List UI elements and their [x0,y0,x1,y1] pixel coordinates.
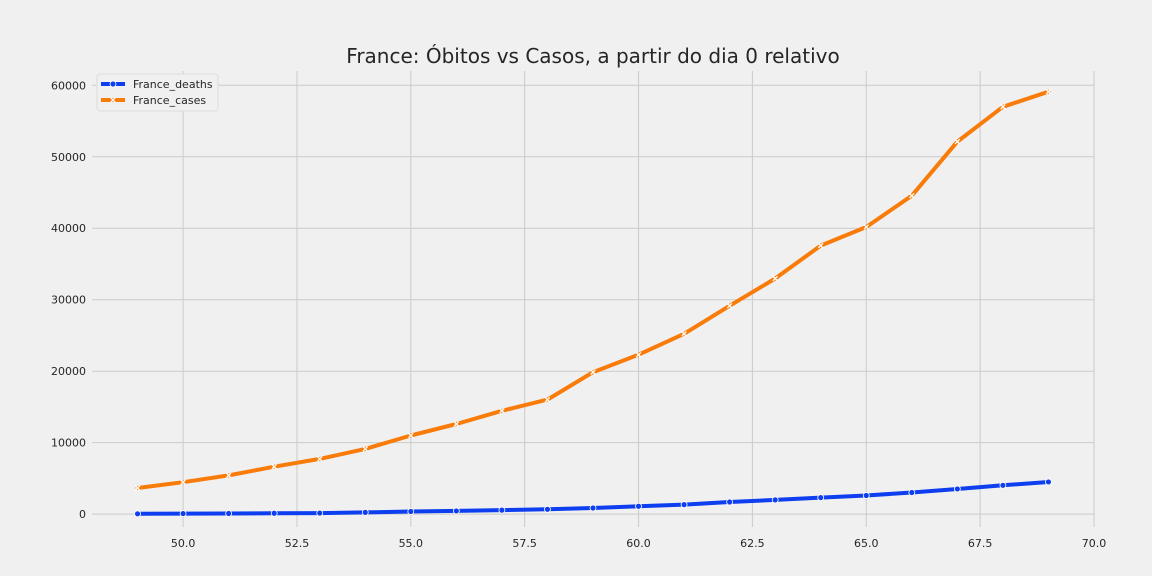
data-point-france-deaths [862,492,870,499]
data-point-france-cases [726,302,733,309]
legend: France_deaths France_cases [96,73,219,112]
data-point-france-deaths [1045,478,1052,486]
legend-marker-france-deaths [109,80,117,88]
x-tick-label: 62.5 [740,537,765,550]
legend-label-france-deaths: France_deaths [133,78,213,91]
data-point-france-cases [316,456,323,462]
data-point-france-deaths [452,507,460,515]
data-point-france-cases [635,351,642,358]
data-point-france-deaths [179,510,187,517]
x-axis-ticks: 50.0 52.5 55.0 57.5 60.0 62.5 65.0 67.5 70.0 [171,537,1106,550]
x-tick-label: 65.0 [854,537,879,550]
chart-title: France: Óbitos vs Casos, a partir do dia… [346,44,839,68]
data-point-france-deaths [225,510,233,517]
data-point-france-cases [499,408,505,414]
data-point-france-cases [453,421,460,427]
data-point-france-cases [772,275,778,282]
data-point-france-cases [225,472,232,479]
y-axis-ticks: 0 10000 20000 30000 40000 50000 60000 [51,79,86,521]
y-tick-label: 50000 [51,151,86,164]
series-france-deaths [134,478,1052,518]
data-point-france-cases [408,432,414,439]
data-point-france-deaths [953,485,961,493]
data-point-france-cases [180,479,186,485]
data-point-france-cases [863,224,870,230]
legend-marker-france-cases [110,97,116,103]
legend-label-france-cases: France_cases [133,94,206,107]
data-point-france-cases [271,463,277,470]
grid [92,71,1095,527]
data-point-france-deaths [999,481,1007,489]
data-point-france-deaths [908,489,916,496]
data-point-france-cases [134,485,141,491]
x-tick-label: 52.5 [285,537,310,550]
data-point-france-deaths [361,508,369,516]
data-point-france-deaths [316,509,324,517]
data-point-france-cases [1000,104,1006,110]
data-point-france-cases [544,396,551,403]
y-tick-label: 20000 [51,365,86,378]
y-tick-label: 40000 [51,222,86,235]
x-tick-label: 70.0 [1082,537,1107,550]
data-point-france-cases [1045,88,1052,95]
data-point-france-deaths [589,504,597,512]
data-point-france-deaths [407,508,415,515]
data-point-france-cases [909,192,915,199]
legend-box [96,73,219,112]
y-tick-label: 10000 [51,437,86,450]
series-france-cases [134,88,1052,491]
data-point-france-deaths [635,502,642,510]
data-point-france-deaths [134,510,141,518]
y-tick-label: 60000 [51,79,86,92]
y-tick-label: 30000 [51,294,86,307]
data-point-france-deaths [498,506,506,514]
x-tick-label: 67.5 [968,537,993,550]
data-point-france-cases [954,138,961,145]
data-point-france-cases [681,331,687,337]
data-point-france-deaths [680,501,688,509]
x-tick-label: 60.0 [626,537,651,550]
data-point-france-deaths [817,494,825,501]
data-point-france-deaths [726,498,734,506]
x-tick-label: 50.0 [171,537,196,550]
data-point-france-cases [817,242,824,249]
x-tick-label: 57.5 [512,537,537,550]
data-point-france-deaths [544,505,551,513]
y-tick-label: 0 [79,508,86,521]
data-point-france-cases [362,446,369,452]
data-point-france-cases [590,369,596,375]
series-layer [134,88,1052,518]
x-tick-label: 55.0 [399,537,424,550]
data-point-france-deaths [270,509,278,517]
data-point-france-deaths [771,496,779,504]
